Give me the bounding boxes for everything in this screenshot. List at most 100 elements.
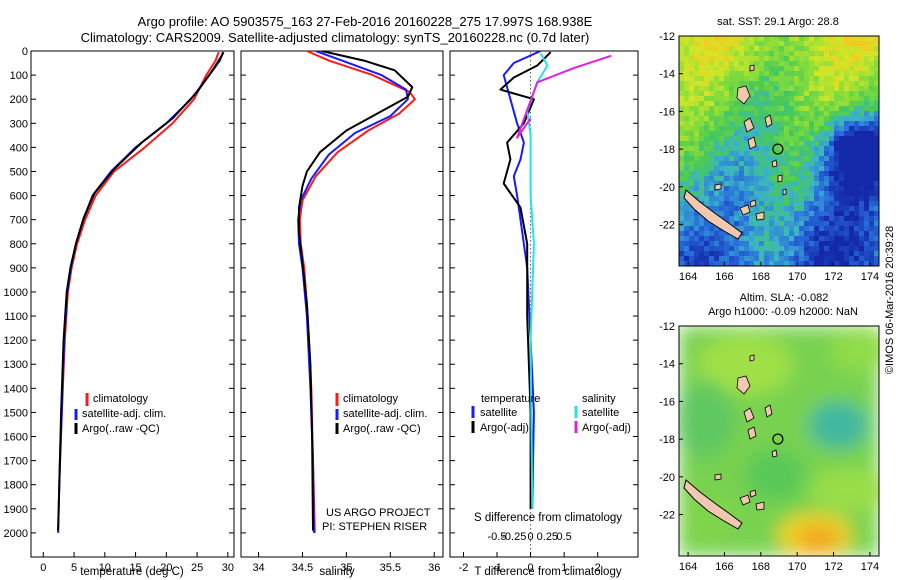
sst-cell: [759, 231, 764, 236]
sst-cell: [794, 221, 799, 226]
sst-cell: [744, 81, 749, 86]
sst-cell: [814, 196, 819, 201]
sst-cell: [699, 81, 704, 86]
sst-cell: [754, 126, 759, 131]
sst-cell: [779, 221, 784, 226]
sla-blob: [808, 401, 868, 449]
sst-cell: [729, 121, 734, 126]
sst-cell: [729, 246, 734, 251]
sst-cell: [779, 181, 784, 186]
sst-cell: [814, 191, 819, 196]
sst-cell: [679, 136, 684, 141]
sst-cell: [769, 66, 774, 71]
sst-cell: [809, 181, 814, 186]
sst-cell: [809, 111, 814, 116]
sst-cell: [789, 96, 794, 101]
sst-cell: [749, 81, 754, 86]
sst-cell: [714, 141, 719, 146]
sst-cell: [794, 151, 799, 156]
sst-cell: [779, 261, 784, 266]
sst-cell: [854, 171, 859, 176]
sst-cell: [689, 256, 694, 261]
sst-cell: [834, 151, 839, 156]
sst-cell: [769, 106, 774, 111]
sst-cell: [734, 86, 739, 91]
sst-cell: [704, 121, 709, 126]
sst-cell: [769, 166, 774, 171]
sst-cell: [799, 51, 804, 56]
sst-cell: [809, 41, 814, 46]
sst-cell: [779, 231, 784, 236]
sst-cell: [769, 261, 774, 266]
sst-cell: [874, 146, 879, 151]
sst-cell: [749, 236, 754, 241]
sst-cell: [854, 246, 859, 251]
sst-cell: [734, 256, 739, 261]
sst-cell: [864, 46, 869, 51]
sst-cell: [684, 161, 689, 166]
sst-cell: [794, 171, 799, 176]
sst-cell: [719, 146, 724, 151]
sst-cell: [824, 136, 829, 141]
sst-cell: [859, 81, 864, 86]
sst-cell: [679, 76, 684, 81]
sst-cell: [694, 96, 699, 101]
sst-cell: [859, 76, 864, 81]
sst-cell: [799, 91, 804, 96]
sst-cell: [824, 126, 829, 131]
sst-cell: [724, 121, 729, 126]
sst-cell: [784, 161, 789, 166]
sst-cell: [689, 251, 694, 256]
sst-cell: [864, 96, 869, 101]
sst-cell: [794, 181, 799, 186]
sst-cell: [859, 131, 864, 136]
sst-cell: [834, 76, 839, 81]
sst-cell: [744, 151, 749, 156]
sst-cell: [689, 216, 694, 221]
sst-cell: [754, 231, 759, 236]
sla-map-title-1: Altim. SLA: -0.082: [740, 292, 829, 304]
sst-cell: [709, 106, 714, 111]
sst-cell: [824, 131, 829, 136]
sst-cell: [744, 61, 749, 66]
sst-cell: [759, 61, 764, 66]
sst-cell: [804, 161, 809, 166]
sst-cell: [819, 66, 824, 71]
sst-cell: [719, 236, 724, 241]
sst-cell: [844, 231, 849, 236]
series-line-argo: [298, 51, 414, 531]
sst-cell: [809, 51, 814, 56]
sst-cell: [794, 61, 799, 66]
map-x-tick-label: 174: [861, 561, 879, 573]
sst-cell: [844, 246, 849, 251]
sst-cell: [839, 236, 844, 241]
sst-cell: [729, 216, 734, 221]
sst-cell: [774, 211, 779, 216]
sst-coastlines: [683, 64, 787, 240]
sst-cell: [684, 116, 689, 121]
sst-cell: [824, 186, 829, 191]
sst-cell: [834, 86, 839, 91]
sst-cell: [769, 36, 774, 41]
sst-cell: [714, 66, 719, 71]
sst-cell: [714, 146, 719, 151]
sst-cell: [749, 166, 754, 171]
sst-cell: [799, 231, 804, 236]
map-y-tick-label: -12: [659, 31, 675, 43]
sst-cell: [854, 126, 859, 131]
sst-cell: [724, 236, 729, 241]
sst-cell: [809, 231, 814, 236]
sst-cell: [769, 136, 774, 141]
sst-cell: [734, 111, 739, 116]
loyalty-island: [755, 501, 765, 511]
sst-cell: [854, 76, 859, 81]
sst-cell: [784, 106, 789, 111]
sst-cell: [699, 136, 704, 141]
sst-cell: [684, 256, 689, 261]
sst-cell: [809, 186, 814, 191]
sst-cell: [814, 101, 819, 106]
sst-cell: [704, 196, 709, 201]
sst-cell: [759, 196, 764, 201]
sst-cell: [814, 221, 819, 226]
sst-cell: [874, 101, 879, 106]
